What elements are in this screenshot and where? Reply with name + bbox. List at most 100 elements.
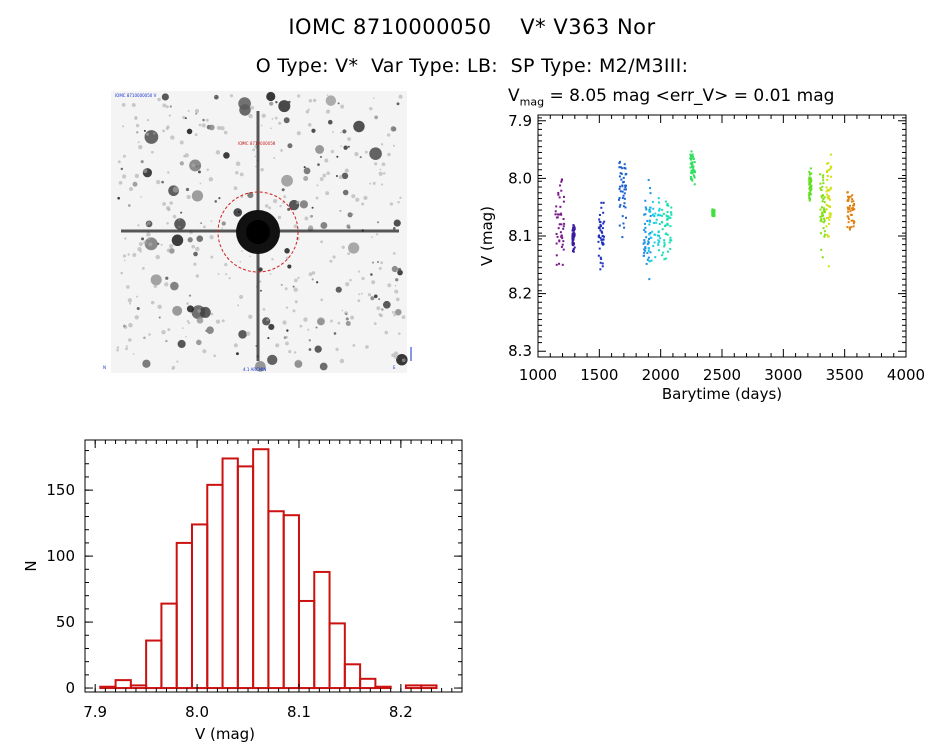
lc-point [852, 222, 855, 225]
lc-point [601, 227, 604, 230]
lc-point [648, 210, 651, 213]
lc-point [690, 155, 693, 158]
lc-point [820, 194, 823, 197]
faint-star [240, 250, 243, 252]
lc-point [827, 235, 830, 238]
faint-star [221, 227, 224, 229]
lc-point [809, 183, 812, 186]
field-star [208, 124, 215, 131]
faint-star [168, 243, 174, 249]
faint-star [122, 154, 126, 158]
hist-ylabel: N [22, 560, 40, 571]
faint-star [272, 141, 275, 145]
image-scale-label: 4.1 ARCMIN [243, 367, 266, 372]
faint-star [357, 299, 361, 303]
lc-point [644, 230, 647, 233]
lc-point [690, 177, 693, 180]
lc-point [658, 207, 661, 210]
lc-point [691, 155, 694, 158]
lc-point [653, 233, 656, 236]
lc-point [848, 195, 851, 198]
field-star [396, 353, 408, 366]
faint-star [137, 224, 140, 227]
lc-point [601, 243, 604, 246]
faint-star [121, 102, 126, 107]
lc-point [599, 261, 602, 264]
faint-star [262, 308, 266, 311]
lc-point [617, 198, 620, 201]
field-star [171, 234, 184, 246]
faint-star [178, 219, 181, 221]
hist-xlabel: V (mag) [195, 725, 255, 743]
faint-star [150, 242, 153, 245]
lc-point [666, 211, 669, 214]
histogram-bar [99, 685, 117, 690]
histogram-bar [114, 679, 132, 690]
field-star [284, 248, 290, 254]
field-star [143, 336, 146, 340]
faint-star [162, 202, 167, 206]
faint-star [116, 348, 119, 352]
faint-star [128, 322, 133, 328]
faint-star [363, 195, 368, 201]
faint-star [387, 152, 391, 157]
faint-star [259, 280, 262, 283]
lc-point [654, 256, 657, 259]
lc-point [846, 191, 849, 194]
lc-point [822, 182, 825, 185]
lc-point [621, 196, 624, 199]
faint-star [157, 97, 161, 102]
faint-star [371, 236, 373, 238]
field-star [283, 117, 290, 124]
field-star [395, 308, 402, 316]
lc-series-seg12 [825, 153, 833, 268]
lc-point [562, 225, 565, 228]
faint-star [365, 345, 369, 349]
lc-point [711, 213, 714, 216]
field-star [308, 348, 312, 351]
faint-star [121, 174, 127, 179]
lc-point [554, 213, 557, 216]
lc-point [618, 187, 621, 190]
faint-star [320, 298, 324, 302]
faint-star [308, 99, 313, 103]
faint-star [122, 125, 125, 128]
lc-point [560, 213, 563, 216]
faint-star [273, 157, 276, 159]
lc-point [808, 196, 811, 199]
lc-point [555, 205, 558, 208]
field-star [267, 354, 278, 365]
lightcurve-title-v: V [508, 86, 520, 106]
field-star [395, 278, 399, 282]
faint-star [308, 272, 313, 277]
lc-series-seg10 [808, 167, 813, 202]
faint-star [210, 220, 213, 223]
field-star [294, 360, 303, 368]
object-id-title: IOMC 8710000050 V* V363 Nor [288, 15, 656, 39]
field-star [191, 190, 204, 202]
lc-point [619, 160, 622, 163]
lc-ytick-label: 8.0 [508, 169, 532, 187]
faint-star [392, 310, 395, 314]
lc-point [562, 248, 565, 251]
lc-point [827, 169, 830, 172]
faint-star [155, 179, 161, 185]
faint-star [228, 276, 231, 280]
faint-star [150, 150, 154, 154]
lc-point [648, 208, 651, 211]
lc-point [560, 178, 563, 181]
lc-point [819, 232, 822, 235]
lc-point [828, 218, 831, 221]
faint-star [148, 333, 151, 336]
faint-star [288, 350, 292, 354]
faint-star [233, 343, 238, 348]
faint-star [131, 102, 136, 107]
lc-point [662, 212, 665, 215]
lc-point [829, 165, 832, 168]
lc-point [597, 254, 600, 257]
lc-point [657, 239, 660, 242]
faint-star [269, 272, 272, 275]
lc-point [690, 169, 693, 172]
field-star [315, 145, 325, 154]
lc-ytick-label: 8.1 [508, 227, 532, 245]
